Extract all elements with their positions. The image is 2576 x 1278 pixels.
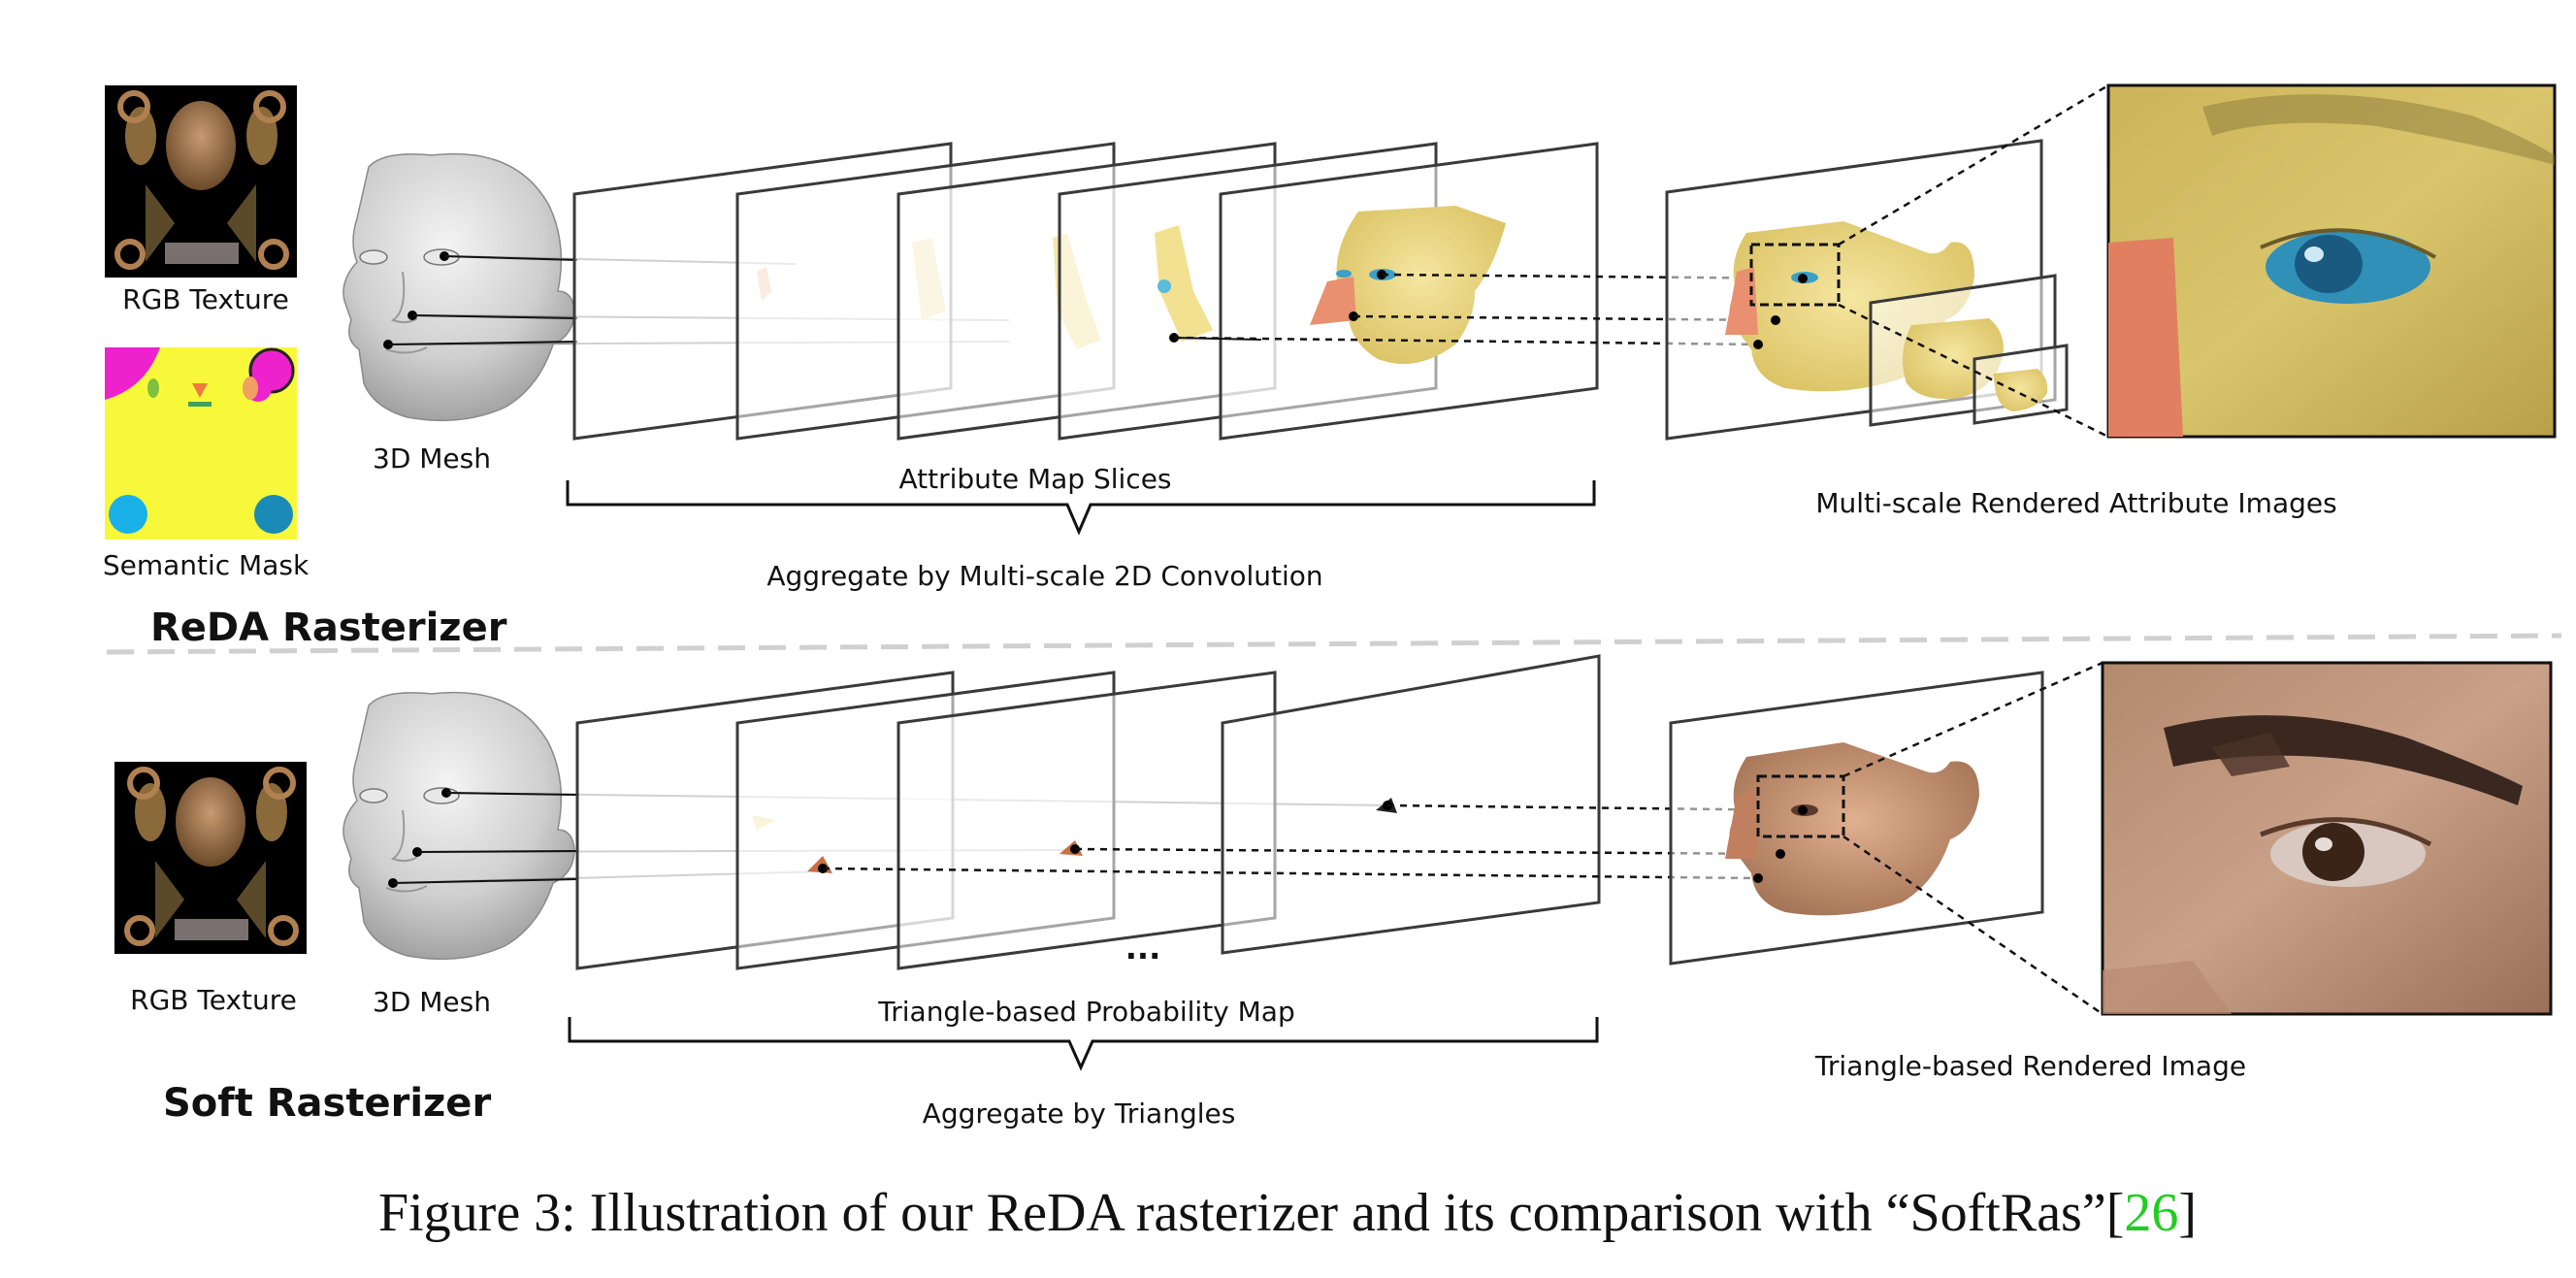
reda-aggregate-label: Aggregate by Multi-scale 2D Convolution [766, 560, 1322, 592]
soft-rgb-texture-label: RGB Texture [130, 984, 297, 1016]
soft-mesh-head [342, 691, 575, 961]
reda-rgb-texture-image [105, 85, 297, 278]
caption-prefix: Figure 3: Illustration of our ReDA raste… [378, 1183, 2124, 1243]
reda-rgb-texture-label: RGB Texture [122, 283, 289, 315]
reda-brace [566, 480, 1596, 536]
soft-title: Soft Rasterizer [163, 1081, 491, 1126]
probability-map-slices [575, 654, 1601, 970]
soft-rendered-label: Triangle-based Rendered Image [1814, 1050, 2246, 1082]
reda-row: RGB Texture Semantic Mask 3D Mesh [103, 83, 2557, 650]
soft-row: RGB Texture 3D Mesh [114, 654, 2553, 1130]
multiscale-rendered-images [1665, 139, 2069, 441]
attribute-map-slices [572, 142, 1599, 441]
soft-ellipsis: ... [1125, 930, 1160, 967]
caption-ref-link[interactable]: 26 [2124, 1183, 2178, 1243]
reda-mesh-head [342, 152, 575, 422]
soft-aggregate-label: Aggregate by Triangles [923, 1098, 1236, 1130]
row-separator [106, 633, 2562, 655]
soft-zoomed-eye [2101, 661, 2553, 1016]
caption-suffix: ] [2178, 1183, 2197, 1243]
soft-rgb-texture-image [114, 762, 307, 954]
reda-mesh-label: 3D Mesh [373, 442, 491, 475]
soft-rendered-image [1669, 671, 2044, 966]
prob-map-label: Triangle-based Probability Map [877, 996, 1295, 1028]
soft-mesh-label: 3D Mesh [373, 986, 491, 1018]
semantic-mask-image [105, 347, 297, 540]
reda-title: ReDA Rasterizer [150, 606, 507, 650]
slices-label: Attribute Map Slices [898, 463, 1171, 495]
semantic-mask-label: Semantic Mask [103, 549, 310, 581]
figure-caption: Figure 3: Illustration of our ReDA raste… [378, 1183, 2197, 1243]
reda-zoomed-eye [2106, 83, 2557, 439]
reda-rendered-label: Multi-scale Rendered Attribute Images [1815, 487, 2336, 519]
soft-brace [568, 1017, 1599, 1071]
